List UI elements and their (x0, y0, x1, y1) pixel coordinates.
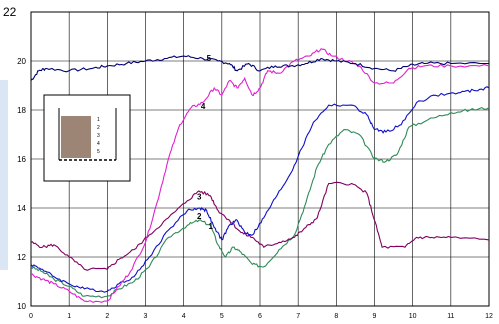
x-tick-label: 6 (258, 313, 262, 320)
series-label-4: 4 (201, 102, 206, 111)
x-tick-label: 0 (29, 313, 33, 320)
series-line-3 (30, 181, 490, 271)
series-labels: 12 3 4 5 (197, 54, 213, 231)
inset-marker-5: 5 (97, 149, 100, 155)
x-tick-label: 2 (105, 313, 109, 320)
series-line-5 (30, 55, 490, 81)
y-tick-labels: 10 12 14 16 18 20 22 (3, 5, 27, 311)
x-tick-labels: 0 1 2 3 4 5 6 7 8 9 10 11 12 (29, 313, 493, 320)
side-panel (0, 80, 8, 270)
series-label-1: 1 (208, 222, 213, 231)
y-tick-label: 16 (17, 155, 26, 164)
x-tick-label: 5 (220, 313, 224, 320)
x-tick-label: 7 (296, 313, 300, 320)
inset-sample-block (61, 116, 91, 158)
series-line-2 (30, 86, 490, 293)
series-line-4 (31, 48, 490, 303)
series-lines (30, 48, 490, 303)
x-tick-label: 9 (373, 313, 377, 320)
series-label-2: 2 (197, 212, 202, 221)
x-tick-label: 1 (67, 313, 71, 320)
series-label-3: 3 (197, 192, 202, 201)
axes (30, 11, 490, 307)
inset-marker-3: 3 (97, 133, 100, 139)
inset-marker-1: 1 (97, 117, 100, 123)
y-tick-label: 12 (17, 253, 26, 262)
y-tick-label: 18 (17, 106, 26, 115)
y-tick-label: 22 (3, 5, 17, 19)
x-tick-label: 4 (182, 313, 186, 320)
inset-diagram: 1 2 3 4 5 (43, 94, 131, 182)
x-tick-label: 3 (144, 313, 148, 320)
inset-marker-2: 2 (97, 125, 100, 131)
x-tick-label: 8 (334, 313, 338, 320)
x-tick-label: 10 (409, 313, 417, 320)
y-tick-label: 20 (17, 57, 26, 66)
y-tick-label: 10 (17, 302, 26, 311)
plot-frame (30, 11, 490, 307)
series-label-5: 5 (207, 54, 212, 63)
y-tick-label: 14 (17, 204, 26, 213)
x-tick-label: 12 (485, 313, 493, 320)
x-tick-label: 11 (447, 313, 454, 320)
inset-marker-4: 4 (97, 141, 100, 147)
